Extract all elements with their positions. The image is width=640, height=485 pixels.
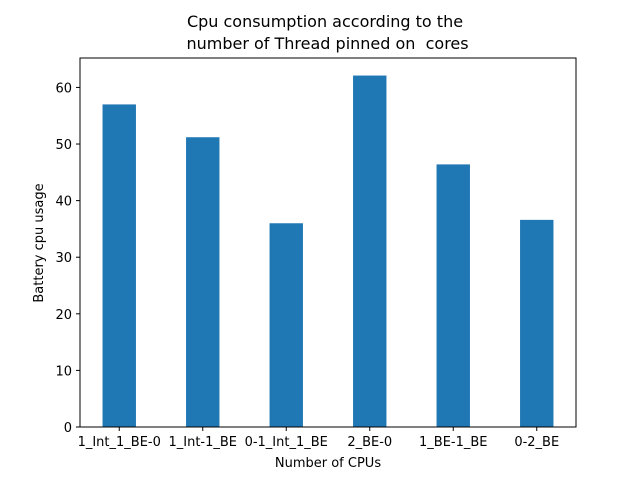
bar-6 bbox=[520, 219, 554, 427]
x-ticks: 1_Int_1_BE-0 1_Int-1_BE 0-1_Int_1_BE 2_BE-0… bbox=[78, 427, 559, 450]
y-tick-label: 20 bbox=[55, 308, 72, 323]
y-tick-label: 40 bbox=[55, 195, 72, 210]
bars-layer bbox=[102, 75, 554, 428]
chart-title-line-2: number of Thread pinned on cores bbox=[181, 34, 468, 53]
x-tick-label: 2_BE-0 bbox=[347, 435, 392, 450]
x-axis-label: Number of CPUs bbox=[275, 456, 381, 471]
bar-2 bbox=[186, 137, 220, 427]
x-tick-label: 1_BE-1_BE bbox=[419, 435, 488, 450]
y-tick-label: 50 bbox=[55, 138, 72, 153]
plot-area-frame bbox=[79, 57, 577, 428]
y-axis-label: Battery cpu usage bbox=[32, 183, 47, 302]
y-tick-label: 0 bbox=[64, 421, 72, 436]
bar-1 bbox=[102, 104, 136, 428]
bar-3 bbox=[269, 223, 303, 427]
y-tick-label: 30 bbox=[55, 251, 72, 266]
x-tick-label: 1_Int_1_BE-0 bbox=[78, 435, 161, 450]
y-ticks: 0 10 20 30 40 50 60 bbox=[55, 81, 80, 436]
x-tick-label: 1_Int-1_BE bbox=[168, 435, 237, 450]
bar-4 bbox=[353, 75, 387, 427]
y-tick-label: 60 bbox=[55, 81, 72, 96]
x-tick-label: 0-1_Int_1_BE bbox=[245, 435, 328, 450]
x-tick-label: 0-2_BE bbox=[514, 435, 559, 450]
chart-title-line-1: Cpu consumption according to the bbox=[187, 12, 463, 31]
y-tick-label: 10 bbox=[55, 364, 72, 379]
bar-5 bbox=[436, 164, 470, 427]
